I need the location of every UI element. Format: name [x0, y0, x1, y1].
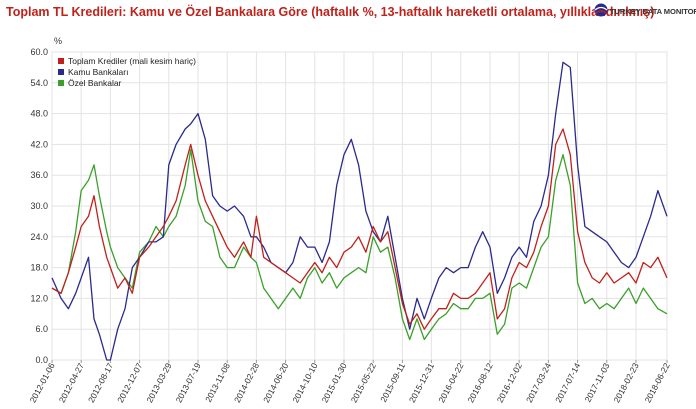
brand-logo: TURKEY DATA MONITOR [594, 2, 696, 20]
legend-swatch [58, 69, 64, 75]
x-tick-label: 2017-07-14 [553, 361, 582, 404]
x-tick-label: 2014-02-28 [232, 361, 261, 404]
x-tick-label: 2013-11-08 [203, 361, 232, 404]
y-tick-label: 36.0 [30, 170, 48, 180]
x-tick-label: 2013-07-19 [174, 361, 203, 404]
x-tick-label: 2016-12-02 [495, 361, 524, 404]
legend-label: Özel Bankalar [68, 78, 122, 88]
x-tick-label: 2012-01-06 [28, 361, 57, 404]
y-tick-label: 54.0 [30, 78, 48, 88]
legend-swatch [58, 58, 64, 64]
x-tick-label: 2018-02-23 [611, 361, 640, 404]
y-tick-label: 0.0 [35, 355, 48, 365]
x-tick-label: 2015-12-31 [407, 361, 436, 404]
x-tick-label: 2013-03-29 [144, 361, 173, 404]
y-tick-label: 18.0 [30, 263, 48, 273]
series-line-public [51, 61, 668, 361]
y-tick-label: 12.0 [30, 293, 48, 303]
x-tick-label: 2015-01-30 [320, 361, 349, 404]
chart-title: Toplam TL Kredileri: Kamu ve Özel Bankal… [6, 5, 655, 19]
x-tick-label: 2016-08-12 [466, 361, 495, 404]
y-tick-label: 30.0 [30, 201, 48, 211]
y-tick-label: 60.0 [30, 47, 48, 57]
y-tick-label: 48.0 [30, 109, 48, 119]
legend-swatch [58, 80, 64, 86]
x-tick-label: 2012-12-07 [115, 361, 144, 404]
x-tick-label: 2017-03-24 [524, 361, 553, 404]
x-tick-label: 2014-10-10 [290, 361, 319, 404]
y-tick-label: 24.0 [30, 232, 48, 242]
x-tick-label: 2014-06-20 [261, 361, 290, 404]
x-tick-label: 2015-05-22 [349, 361, 378, 404]
y-axis-label: % [54, 36, 62, 46]
series-line-total [51, 128, 668, 330]
x-tick-label: 2012-08-17 [86, 361, 115, 404]
logo-text: TURKEY DATA MONITOR [610, 7, 696, 16]
legend-label: Toplam Krediler (mali kesim hariç) [68, 56, 196, 66]
x-tick-label: 2017-11-03 [583, 361, 612, 404]
x-tick-label: 2015-09-11 [378, 361, 407, 404]
y-tick-label: 42.0 [30, 139, 48, 149]
x-tick-label: 2016-04-22 [436, 361, 465, 404]
y-tick-label: 6.0 [35, 324, 48, 334]
globe-icon [594, 3, 608, 17]
legend-label: Kamu Bankaları [68, 67, 128, 77]
series-line-private [51, 148, 668, 341]
x-tick-label: 2018-06-22 [643, 361, 672, 404]
x-tick-label: 2012-04-27 [57, 361, 86, 404]
